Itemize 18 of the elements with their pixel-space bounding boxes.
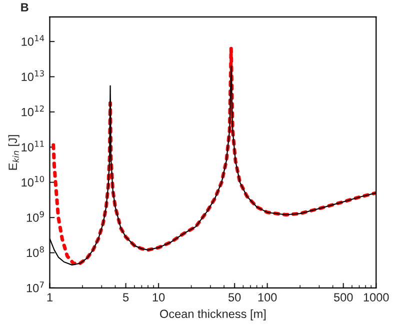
x-axis-title: Ocean thickness [m] (160, 309, 266, 320)
y-tick-label: 10$^{10}$ (22, 176, 44, 187)
x-tick-label: 1 (47, 293, 52, 302)
x-tick-label: 1000 (364, 293, 389, 302)
y-tick-label: 10$^{14}$ (22, 35, 44, 46)
y-tick-label: 10$^{7}$ (26, 282, 44, 292)
y-tick-label: 10$^{11}$ (22, 140, 44, 152)
x-tick-label: 50 (228, 293, 241, 302)
x-tick-label: 100 (258, 293, 277, 302)
y-tick-label: 10$^{9}$ (26, 211, 44, 222)
y-axis-title: E$_{kin}$ [J] (8, 135, 20, 170)
chart-title: B (21, 3, 28, 12)
x-tick-label: 10 (152, 293, 165, 302)
x-tick-label: 5 (122, 293, 129, 302)
x-tick-label: 500 (334, 293, 353, 302)
y-tick-label: 10$^{12}$ (22, 105, 44, 116)
y-tick-label: 10$^{13}$ (22, 70, 44, 82)
y-tick-label: 10$^{8}$ (26, 246, 44, 258)
